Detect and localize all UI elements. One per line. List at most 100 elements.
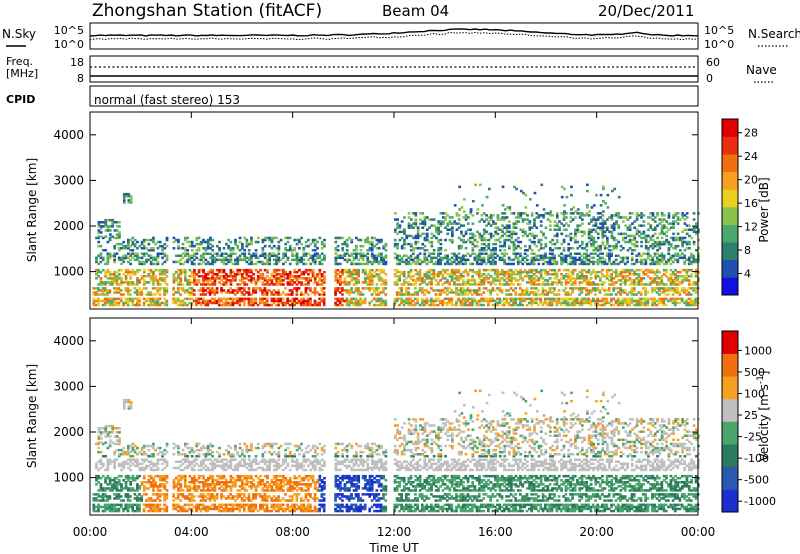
power-cell [345, 242, 349, 246]
power-cell [366, 262, 370, 266]
power-cell [553, 289, 556, 292]
power-cell [614, 281, 618, 284]
power-cell [193, 279, 196, 282]
power-cell [660, 236, 664, 240]
power-cell [184, 236, 187, 240]
power-cell [407, 256, 411, 260]
power-cell [606, 247, 609, 250]
power-cell [396, 258, 399, 262]
power-cell [432, 277, 436, 280]
power-cell [514, 277, 518, 280]
power-cell [373, 291, 376, 294]
power-cell [555, 270, 559, 274]
power-cell [496, 270, 499, 274]
power-cell [530, 281, 534, 284]
power-cell [541, 289, 545, 292]
power-cell [603, 247, 607, 250]
power-cell [156, 247, 160, 250]
power-cell [663, 214, 666, 217]
power-cell [503, 258, 506, 262]
power-cell [580, 303, 584, 307]
velocity-cell [172, 507, 175, 511]
power-cell [181, 256, 185, 260]
power-cell [163, 247, 167, 250]
power-cell [161, 249, 164, 252]
power-cell [384, 256, 388, 260]
power-cell [247, 258, 251, 262]
power-cell [421, 277, 424, 280]
power-cell [270, 254, 274, 257]
power-cell [539, 277, 543, 280]
power-cell [370, 262, 374, 266]
power-cell [617, 273, 620, 276]
power-cell [537, 262, 541, 266]
power-cell [503, 275, 506, 278]
power-cell [599, 247, 602, 250]
power-cell [375, 260, 379, 264]
power-cell [512, 226, 516, 229]
power-cell [393, 299, 397, 303]
power-cell [394, 242, 397, 246]
power-cell [475, 303, 479, 307]
power-cell [236, 244, 240, 248]
power-cell [469, 212, 472, 215]
power-cell [188, 301, 191, 305]
power-cell [131, 299, 134, 303]
power-cell [441, 301, 445, 305]
power-cell [165, 287, 169, 290]
power-cell [420, 287, 424, 290]
power-cell [277, 277, 281, 280]
power-cell [524, 232, 527, 236]
power-cell [229, 240, 233, 244]
power-cell [567, 273, 570, 276]
power-cell [640, 262, 643, 266]
power-cell [480, 299, 483, 303]
power-cell [97, 231, 101, 234]
power-cell [658, 262, 661, 266]
power-cell [147, 281, 151, 284]
power-cell [176, 297, 180, 301]
power-cell [646, 256, 650, 260]
power-cell [359, 297, 362, 301]
power-cell [553, 299, 556, 303]
power-cell [662, 258, 666, 262]
power-cell [229, 283, 233, 286]
power-cell [190, 297, 194, 301]
power-cell [507, 293, 511, 296]
power-cell [528, 281, 531, 284]
power-cell [188, 258, 192, 262]
power-cell [103, 299, 107, 303]
power-cell [439, 222, 443, 225]
power-cell [678, 256, 682, 260]
power-cell [206, 281, 210, 284]
power-cell [687, 303, 691, 307]
power-cell [669, 297, 673, 301]
power-cell [471, 242, 475, 246]
power-cell [571, 297, 574, 301]
power-cell [498, 299, 502, 303]
power-cell [494, 256, 497, 260]
power-cell [614, 287, 618, 290]
power-cell [587, 279, 591, 282]
power-cell [443, 270, 447, 274]
power-cell [637, 260, 641, 264]
power-cell [247, 291, 251, 294]
power-cell [172, 279, 176, 282]
power-cell [370, 273, 374, 276]
power-cell [676, 283, 680, 286]
power-cell [517, 236, 520, 240]
power-cell [501, 204, 505, 207]
power-cell [464, 240, 468, 244]
power-cell [115, 233, 119, 236]
power-cell [635, 212, 639, 215]
velocity-cell [217, 507, 221, 511]
power-cell [176, 291, 180, 294]
power-cell [202, 281, 205, 284]
power-cell [633, 244, 637, 248]
power-cell [117, 297, 121, 301]
power-cell [653, 242, 657, 246]
power-cell [601, 287, 604, 290]
power-cell [414, 224, 418, 227]
power-cell [492, 247, 495, 250]
power-cell [605, 299, 609, 303]
